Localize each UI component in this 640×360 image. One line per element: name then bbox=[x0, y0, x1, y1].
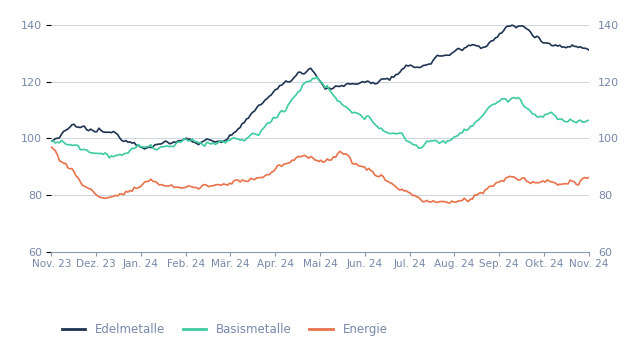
Legend: Edelmetalle, Basismetalle, Energie: Edelmetalle, Basismetalle, Energie bbox=[57, 318, 392, 341]
